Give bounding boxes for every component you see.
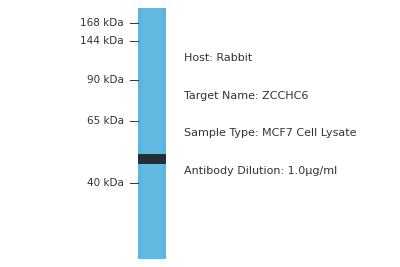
Bar: [138, 154, 166, 164]
Text: 65 kDa: 65 kDa: [87, 116, 124, 127]
Bar: [142, 8, 162, 259]
Text: Antibody Dilution: 1.0µg/ml: Antibody Dilution: 1.0µg/ml: [184, 166, 337, 175]
Text: Host: Rabbit: Host: Rabbit: [184, 53, 252, 63]
Text: 90 kDa: 90 kDa: [87, 75, 124, 85]
Text: 144 kDa: 144 kDa: [80, 36, 124, 46]
Text: 168 kDa: 168 kDa: [80, 18, 124, 28]
Text: Target Name: ZCCHC6: Target Name: ZCCHC6: [184, 91, 308, 101]
Bar: [138, 8, 166, 259]
Text: Sample Type: MCF7 Cell Lysate: Sample Type: MCF7 Cell Lysate: [184, 128, 356, 138]
Text: 40 kDa: 40 kDa: [87, 178, 124, 188]
